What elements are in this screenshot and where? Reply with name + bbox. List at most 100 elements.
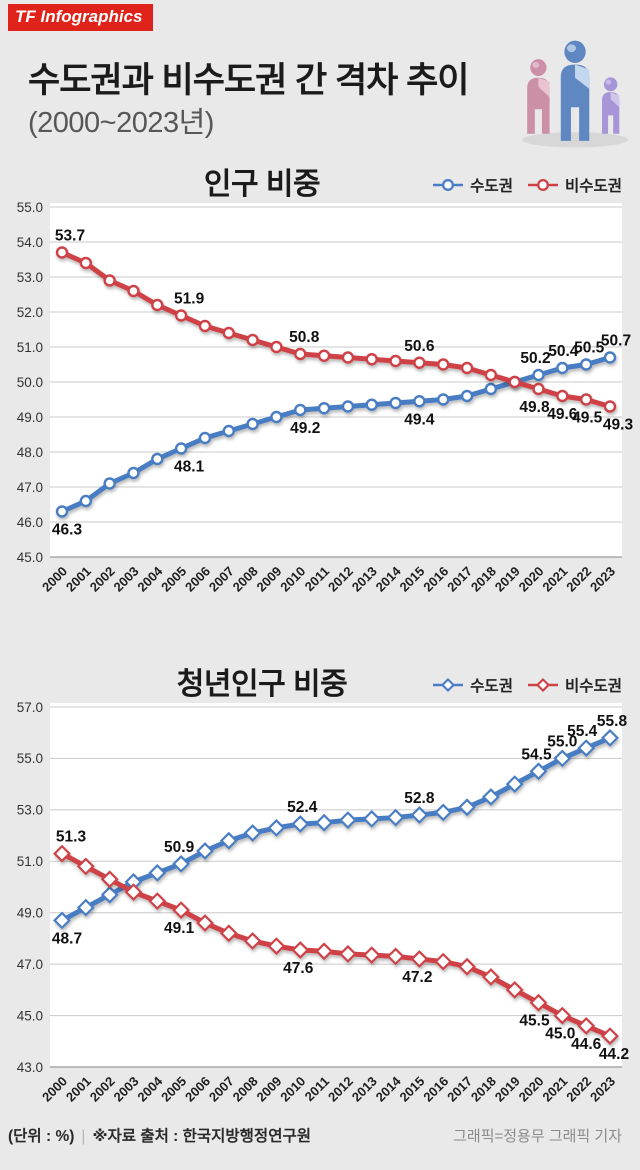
unit-label: (단위 : %) [8,1128,75,1145]
svg-text:2015: 2015 [396,564,427,595]
logo-badge: TF Infographics [8,4,153,31]
legend-item-bisudogwon: 비수도권 [526,174,622,196]
legend-label: 비수도권 [564,178,622,195]
svg-text:53.0: 53.0 [17,803,43,818]
svg-text:53.0: 53.0 [17,270,43,285]
svg-text:2000: 2000 [39,1074,70,1105]
svg-text:52.0: 52.0 [17,305,43,320]
chart-legend-youth: 수도권 비수도권 [431,674,622,696]
svg-text:45.0: 45.0 [17,550,43,565]
svg-text:55.0: 55.0 [547,733,577,750]
chart-legend-population: 수도권 비수도권 [431,174,622,196]
svg-text:51.0: 51.0 [17,854,43,869]
credit-label: 그래픽=정용무 그래픽 기자 [453,1128,622,1145]
svg-text:2005: 2005 [158,1074,189,1105]
svg-text:2016: 2016 [420,1074,451,1105]
chart-title-youth: 청년인구 비중 [176,668,348,701]
svg-text:2003: 2003 [111,1074,142,1105]
svg-text:44.6: 44.6 [571,1036,602,1053]
svg-text:2011: 2011 [302,1074,333,1105]
svg-text:2021: 2021 [539,564,570,595]
svg-text:50.8: 50.8 [289,329,320,346]
svg-text:55.4: 55.4 [567,723,598,740]
svg-text:2001: 2001 [63,564,94,595]
svg-text:45.0: 45.0 [17,1008,43,1023]
svg-text:2019: 2019 [492,1074,523,1105]
svg-text:2006: 2006 [182,1074,213,1105]
svg-text:2001: 2001 [63,1074,94,1105]
svg-text:2019: 2019 [492,564,523,595]
svg-text:49.3: 49.3 [603,417,634,434]
svg-text:54.5: 54.5 [521,746,552,763]
legend-label: 비수도권 [564,678,622,695]
svg-text:2011: 2011 [302,564,333,595]
svg-text:2012: 2012 [325,1074,356,1105]
svg-text:46.0: 46.0 [17,515,43,530]
svg-text:51.9: 51.9 [174,291,205,308]
svg-text:47.2: 47.2 [402,969,432,986]
svg-text:2009: 2009 [253,564,284,595]
svg-text:2013: 2013 [349,564,380,595]
svg-text:50.9: 50.9 [164,839,195,856]
svg-text:2007: 2007 [206,564,237,595]
svg-text:2005: 2005 [158,564,189,595]
svg-text:54.0: 54.0 [17,235,43,250]
svg-text:2017: 2017 [444,1074,475,1105]
svg-text:45.0: 45.0 [545,1026,575,1043]
svg-text:2002: 2002 [87,1074,118,1105]
source-label: ※자료 출처 : 한국지방행정연구원 [92,1128,311,1145]
svg-text:52.8: 52.8 [404,790,435,807]
svg-text:52.4: 52.4 [287,799,318,816]
svg-text:2020: 2020 [516,564,547,595]
svg-text:2009: 2009 [253,1074,284,1105]
svg-text:51.3: 51.3 [56,829,87,846]
legend-label: 수도권 [470,678,513,695]
svg-text:2018: 2018 [468,1074,499,1105]
svg-text:46.3: 46.3 [52,522,83,539]
svg-text:2010: 2010 [277,1074,308,1105]
svg-text:49.2: 49.2 [290,420,320,437]
svg-text:47.0: 47.0 [17,480,43,495]
legend-marker-diamond-red [526,677,560,693]
svg-text:50.5: 50.5 [574,340,605,357]
svg-text:2017: 2017 [444,564,475,595]
svg-text:2008: 2008 [230,564,261,595]
svg-text:49.4: 49.4 [404,411,435,428]
svg-text:2012: 2012 [325,564,356,595]
people-icon [522,40,628,148]
svg-text:2013: 2013 [349,1074,380,1105]
svg-text:47.0: 47.0 [17,957,43,972]
svg-text:49.5: 49.5 [572,410,603,427]
svg-text:49.8: 49.8 [519,399,550,416]
svg-text:43.0: 43.0 [17,1060,43,1075]
svg-text:50.2: 50.2 [520,350,550,367]
svg-text:2018: 2018 [468,564,499,595]
svg-text:2003: 2003 [111,564,142,595]
svg-text:2020: 2020 [516,1074,547,1105]
svg-text:2004: 2004 [134,563,166,595]
svg-text:45.5: 45.5 [519,1013,550,1030]
svg-text:50.7: 50.7 [601,333,631,350]
svg-text:49.0: 49.0 [17,906,43,921]
footer-source-area: (단위 : %) | ※자료 출처 : 한국지방행정연구원 [8,1124,311,1146]
person-blue [560,40,590,141]
svg-text:49.0: 49.0 [17,410,43,425]
footer-divider: | [81,1128,86,1145]
svg-text:55.8: 55.8 [597,713,628,730]
svg-text:49.6: 49.6 [547,406,578,423]
svg-text:2010: 2010 [277,564,308,595]
people-shadow [522,132,628,148]
person-purple [602,77,620,134]
svg-text:50.6: 50.6 [404,338,435,355]
svg-text:2015: 2015 [396,1074,427,1105]
svg-text:2014: 2014 [373,563,405,595]
footer: (단위 : %) | ※자료 출처 : 한국지방행정연구원 그래픽=정용무 그래픽 … [8,1124,622,1146]
svg-text:44.2: 44.2 [599,1046,629,1063]
svg-text:2023: 2023 [587,564,618,595]
svg-text:2022: 2022 [563,1074,594,1105]
svg-text:48.1: 48.1 [174,459,205,476]
svg-text:2008: 2008 [230,1074,261,1105]
svg-text:2016: 2016 [420,564,451,595]
svg-text:48.0: 48.0 [17,445,43,460]
